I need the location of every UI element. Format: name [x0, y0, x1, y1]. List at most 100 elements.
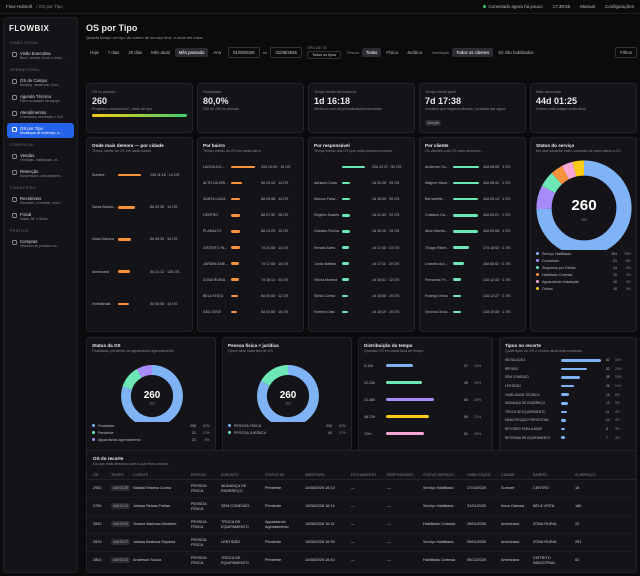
filter-pill[interactable]: Física [386, 50, 398, 55]
sidebar-item-label: Recebíveis [20, 196, 42, 201]
bar-row: Sumaré 10d 11:18 · 14 OS [92, 159, 187, 191]
filter-pill[interactable]: 7 dias [107, 50, 120, 55]
table-cell: Serviço Habilitado [423, 486, 454, 491]
type-percent: 3% [615, 435, 620, 440]
bin-count: 37 [464, 363, 468, 368]
bar-value: 1d 17:45 · 23 OS [372, 245, 400, 250]
legend-value: 21 [613, 258, 617, 263]
type-label: RETORNO PARA A BASE [505, 427, 543, 432]
bar [342, 197, 350, 201]
column-header[interactable]: TEMPO [111, 472, 124, 477]
filter-pill[interactable]: Só não habilitados [498, 50, 534, 55]
type-percent: 15% [615, 375, 622, 380]
sidebar: FLOWBIX VISÃO GERAL Visão Executiva Base, … [3, 17, 78, 573]
type-row: RETORNO PARA A BASE 8 3% [505, 425, 631, 434]
bar-row: SANTA LUIZA 8d 09:38 · 14 OS [203, 191, 298, 207]
bar-label: CENTRO [203, 213, 219, 218]
bar-value: 8d 02:06 · 14 OS [150, 205, 178, 210]
filter-pill[interactable]: Mês passado [174, 48, 209, 57]
filter-pill[interactable]: Jurídica [406, 50, 422, 55]
kpi-title: OS no período [92, 90, 116, 94]
date-to-input[interactable]: 31/08/2026 [270, 47, 302, 58]
bar-value: 1d 16:41 · 22 OS [372, 277, 400, 282]
column-header[interactable]: ID SERVIÇO [575, 472, 596, 477]
sidebar-item[interactable]: OS por Tipo Mudanças de endereço, a... [7, 123, 74, 138]
column-header[interactable]: FECHAMENTO [351, 472, 377, 477]
table-cell: Pendente [265, 486, 282, 491]
sidebar-item[interactable]: Atendimentos Chamados, resolução e SLA [7, 107, 74, 122]
column-header[interactable]: OS [93, 472, 99, 477]
tipo-select[interactable]: Todos os tipos [306, 51, 342, 59]
bar-row: Thiago Ribeir... 27d 18:53 · 2 OS [425, 239, 520, 255]
column-header[interactable]: HABILITAÇÃO [467, 472, 491, 477]
column-header[interactable]: ASSUNTO [221, 472, 239, 477]
filter-pill[interactable]: Mês atual [151, 50, 170, 55]
table-row[interactable]: 2790 44d 01:24 Juliana Seixas Freitas PESSO… [87, 498, 636, 516]
sidebar-item[interactable]: Compras Histórico de produtos co... [7, 236, 74, 251]
cliente-card: Por cliente Os clientes cuja OS mais demo… [419, 137, 526, 332]
column-header[interactable]: PESSOA [191, 472, 206, 477]
status_os-card: Status da OS Finalizada, pendente ou agua… [86, 337, 216, 459]
sidebar-item[interactable]: Fiscal Notas, NF e Sefaz [7, 209, 74, 224]
bar-value: 44d 06:55 · 1 OS [483, 165, 511, 170]
donut-slice [257, 365, 319, 422]
table-cell: 251 [575, 540, 582, 545]
table-cell: — [351, 522, 355, 527]
filter-pill[interactable]: 30 dias [128, 50, 143, 55]
sidebar-item[interactable]: Recebíveis Recebido, a receber, venc... [7, 193, 74, 208]
type-label: VIABILIDADE TÉCNICA [505, 392, 540, 397]
sidebar-item[interactable]: Retenção Suspensões, cancelament... [7, 166, 74, 181]
bar-label: SÃO JOSÉ [203, 309, 221, 314]
column-header[interactable]: CIDADE [501, 472, 515, 477]
sidebar-item[interactable]: Agenda Técnica Fila e ocupação da equipe [7, 91, 74, 106]
donut-slice [121, 365, 183, 422]
legend-percent: 5% [625, 265, 631, 270]
type-percent: 32% [615, 358, 622, 363]
table-cell: Aguardando Agendamento [265, 520, 289, 529]
column-header[interactable]: ABERTURA [305, 472, 325, 477]
bar-value: 5d 21:12 · 125 OS [150, 269, 180, 274]
filter-pill[interactable]: Hoje [90, 50, 99, 55]
sidebar-item[interactable]: Visão Executiva Base, receita, churn e cr… [7, 48, 74, 63]
legend-swatch [228, 431, 231, 434]
filters-button[interactable]: Filtros [615, 47, 637, 58]
table-row[interactable]: 2801 44d 00:12 Anderson Souza PESSOA FÍSICA… [87, 552, 636, 570]
clock: 17:38:55 [552, 4, 571, 9]
filter-pill[interactable]: Ano [213, 50, 222, 55]
sidebar-item[interactable]: OS de Campo Backlog, atualizado, final... [7, 75, 74, 90]
sidebar-item-label: Visão Executiva [20, 51, 51, 56]
type-percent: 5% [615, 392, 620, 397]
sidebar-item[interactable]: Vendas Vendidas, habilitadas, cli... [7, 150, 74, 165]
manual-link[interactable]: Manual [580, 4, 595, 9]
filter-pill[interactable]: Todos os clientes [452, 48, 494, 57]
legend-swatch [536, 287, 539, 290]
bar-label: ZONA RURAL [203, 277, 226, 282]
bar [453, 214, 479, 217]
bar-row: Nova Odessa 6d 00:33 · 34 OS [92, 223, 187, 255]
column-header[interactable]: CLIENTE [133, 472, 149, 477]
bar [386, 381, 422, 384]
card-subtitle: Quem abre cada tipo de OS. [228, 349, 274, 353]
bar [561, 393, 569, 396]
table-row[interactable]: 2830 44d 00:51 Viviane Barbosa Monteiro PES… [87, 516, 636, 534]
table-cell: Juliana Barbosa Siqueira [133, 540, 176, 545]
table-row[interactable]: 2815 44d 00:27 Juliana Barbosa Siqueira PES… [87, 534, 636, 552]
column-header[interactable]: RESPONSÁVEL [387, 472, 414, 477]
bar-label: Wagner Mach... [425, 181, 451, 186]
table-cell: 44d 00:51 [111, 521, 131, 528]
type-percent: 5% [615, 401, 620, 406]
settings-link[interactable]: Configurações [604, 4, 634, 9]
column-header[interactable]: STATUS SERVIÇO [423, 472, 454, 477]
type-row: REPARO 52 20% [505, 365, 631, 374]
date-from-input[interactable]: 01/08/2026 [228, 47, 260, 58]
legend-value: 208 [190, 423, 196, 428]
filter-pill[interactable]: Todas [361, 48, 382, 57]
table-row[interactable]: 2952 44d 01:25 Natália Teixeira Cunha PESSO… [87, 480, 636, 498]
nav-icon [12, 240, 17, 245]
legend-label: Outros [542, 286, 553, 291]
column-header[interactable]: BAIRRO [533, 472, 547, 477]
nav-icon [12, 197, 17, 202]
workspace-name: Flow Hubsoft [6, 4, 33, 9]
column-header[interactable]: STATUS DE [265, 472, 285, 477]
bar-label: ALTO DA DRI... [203, 181, 229, 186]
